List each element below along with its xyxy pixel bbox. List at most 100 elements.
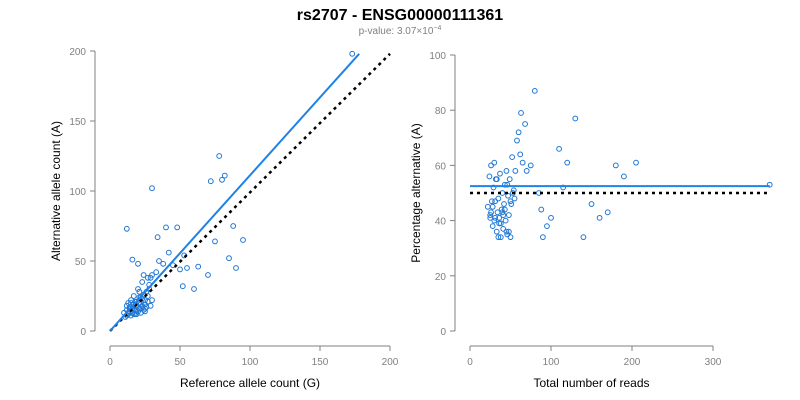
left-data-point <box>179 283 186 290</box>
right-data-point <box>501 201 507 207</box>
left-data-point <box>142 308 148 315</box>
right-scatter-panel: 0 100 200 300 0 20 40 60 80 100 Total number of re… <box>409 51 773 390</box>
left-data-point <box>135 286 141 292</box>
right-data-point <box>501 181 508 188</box>
right-data-point <box>580 234 587 241</box>
right-data-point <box>505 228 512 235</box>
right-data-point <box>501 206 508 213</box>
left-data-point <box>207 178 214 185</box>
left-data-point <box>144 298 151 305</box>
right-data-point <box>588 201 595 207</box>
left-scatter-panel: 0 50 100 150 200 0 50 100 150 200 Reference allele… <box>49 47 399 390</box>
left-data-point <box>144 274 151 281</box>
left-data-point <box>349 50 356 57</box>
left-x-tick-label: 0 <box>107 357 113 368</box>
left-data-point <box>130 311 137 318</box>
right-data-point <box>523 168 530 174</box>
left-data-point <box>128 300 134 306</box>
chart-title: rs2707 - ENSG00000111361 <box>297 7 504 24</box>
right-data-point <box>604 209 611 216</box>
left-data-point <box>136 294 143 301</box>
left-x-tick-label: 100 <box>242 357 259 368</box>
left-data-point <box>195 263 202 270</box>
right-data-point <box>556 145 562 152</box>
right-data-point <box>487 212 494 218</box>
right-x-tick-label: 0 <box>467 357 473 368</box>
right-data-point <box>514 137 520 144</box>
right-data-point <box>564 159 571 166</box>
left-x-tick-label: 50 <box>174 357 186 368</box>
left-y-tick-label: 0 <box>80 327 86 338</box>
left-data-point <box>156 258 162 264</box>
left-y-tick-label: 100 <box>69 187 86 198</box>
left-y-tick-label: 150 <box>69 117 86 128</box>
right-data-point <box>519 159 526 166</box>
right-data-point <box>493 176 500 183</box>
left-data-point <box>177 266 183 273</box>
right-data-point <box>489 203 496 210</box>
left-x-axis-label: Reference allele count (G) <box>180 376 320 390</box>
left-y-axis-label: Alternative allele count (A) <box>49 121 63 261</box>
left-data-point <box>163 224 169 231</box>
left-data-point <box>147 274 154 281</box>
right-y-tick-label: 40 <box>435 217 447 228</box>
right-data-point <box>500 225 507 232</box>
right-data-point <box>502 217 509 224</box>
right-y-tick-label: 60 <box>435 161 447 172</box>
right-data-point <box>496 214 503 221</box>
right-data-point <box>522 121 528 127</box>
left-data-point <box>149 272 155 278</box>
right-y-tick-label: 20 <box>435 272 447 283</box>
right-data-point <box>560 184 567 191</box>
left-data-point <box>139 279 146 285</box>
right-data-point <box>572 115 579 122</box>
left-data-point <box>233 265 239 271</box>
left-data-point <box>230 223 237 229</box>
right-data-point <box>491 159 498 166</box>
left-fit-line <box>109 53 360 332</box>
right-data-point <box>507 198 514 205</box>
right-data-point <box>538 206 545 213</box>
right-data-point <box>505 212 512 218</box>
right-data-point <box>491 217 498 224</box>
right-data-point <box>500 212 507 218</box>
p-value-text: p-value: 3.07×10−4 <box>359 25 442 37</box>
right-data-point <box>612 162 619 169</box>
right-data-point <box>509 154 516 161</box>
left-data-point <box>129 256 136 263</box>
right-data-point <box>503 228 510 235</box>
left-data-point <box>226 255 232 262</box>
right-data-point <box>531 87 538 94</box>
left-data-point <box>135 260 141 267</box>
right-data-point <box>596 214 603 221</box>
left-data-point <box>219 176 225 183</box>
right-data-point <box>544 223 550 230</box>
right-data-point <box>497 220 504 227</box>
right-data-point <box>508 201 515 207</box>
left-data-point <box>133 311 140 318</box>
right-x-axis-label: Total number of reads <box>533 376 649 390</box>
left-data-point <box>240 237 246 243</box>
left-data-point <box>142 305 148 312</box>
right-y-axis-label: Percentage alternative (A) <box>409 123 423 262</box>
left-data-point <box>130 293 137 299</box>
right-y-tick-label: 0 <box>440 327 446 338</box>
right-x-tick-label: 100 <box>543 357 560 368</box>
right-y-tick-label: 80 <box>435 106 447 117</box>
right-x-tick-label: 300 <box>705 357 722 368</box>
p-value-exponent: −4 <box>433 25 441 32</box>
left-data-point <box>221 172 228 179</box>
left-y-tick-label: 200 <box>69 47 86 58</box>
right-x-tick-label: 200 <box>624 357 641 368</box>
right-data-point <box>515 129 522 136</box>
p-value-prefix: p-value: 3.07×10 <box>359 26 434 37</box>
right-data-point <box>527 162 534 169</box>
right-data-point <box>511 195 518 202</box>
right-data-point <box>766 181 773 188</box>
left-x-tick-label: 200 <box>382 357 399 368</box>
left-data-point <box>174 224 181 231</box>
right-data-point <box>621 173 627 180</box>
right-data-point <box>490 184 497 191</box>
